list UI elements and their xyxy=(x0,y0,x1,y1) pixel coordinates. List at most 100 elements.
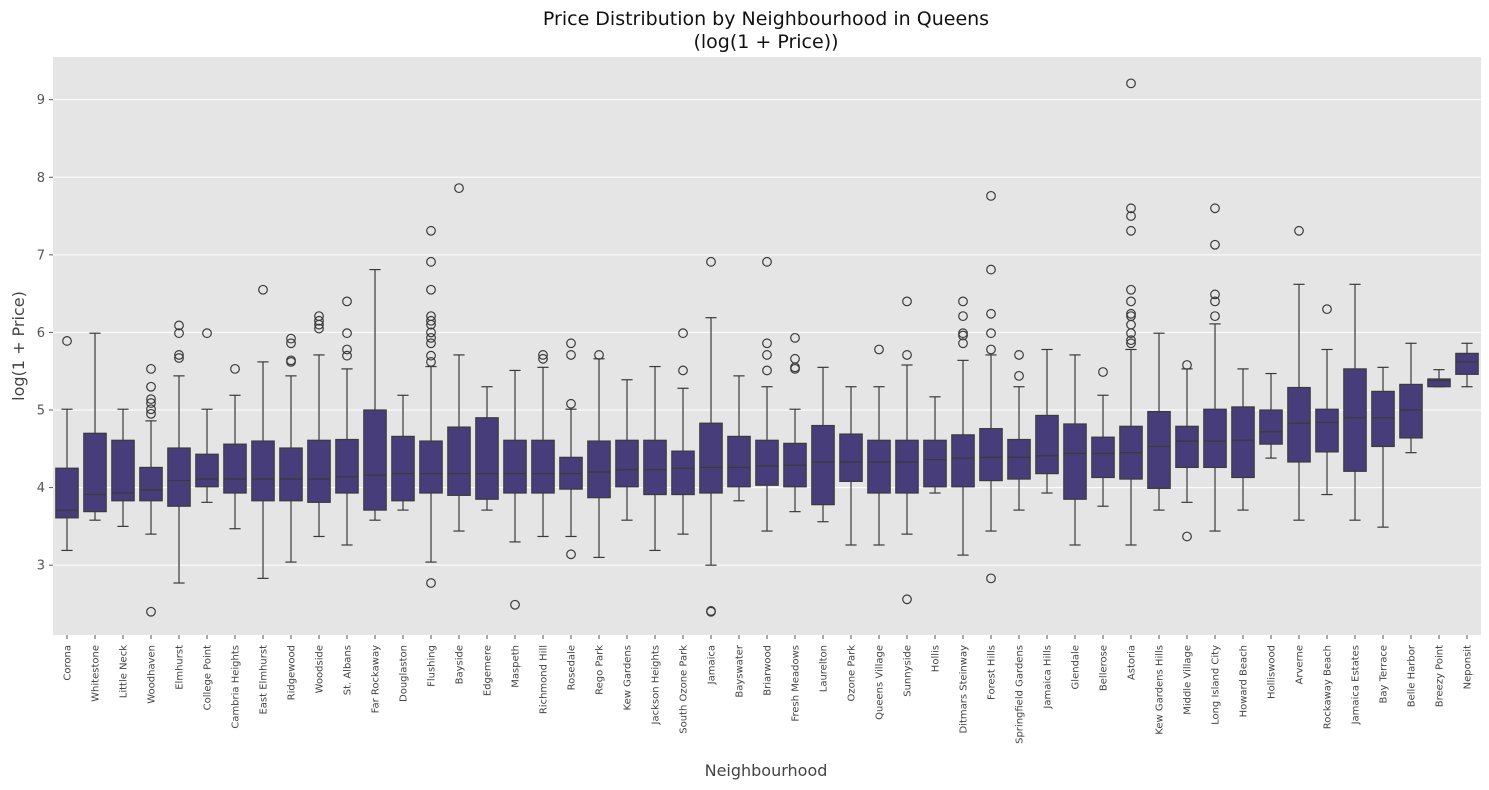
outlier-point xyxy=(146,394,156,405)
outlier-point xyxy=(258,284,268,295)
outlier-point xyxy=(1182,360,1192,370)
outlier-point xyxy=(594,350,604,360)
outlier-point xyxy=(1126,284,1136,295)
iqr-box xyxy=(979,428,1003,482)
outlier-point xyxy=(174,353,184,363)
iqr-box xyxy=(587,440,611,499)
iqr-box xyxy=(447,426,471,496)
outlier-point xyxy=(174,320,184,331)
outlier-point xyxy=(678,328,688,339)
x-tick-label: Woodside xyxy=(315,645,326,693)
y-tick-label: 3 xyxy=(37,559,45,574)
x-tick-label: Arverne xyxy=(1295,645,1306,684)
box-maspeth xyxy=(503,369,527,610)
chart-subtitle: (log(1 + Price)) xyxy=(693,31,838,53)
outlier-point xyxy=(426,357,436,367)
outlier-point xyxy=(706,606,716,616)
x-tick-label: Glendale xyxy=(1071,645,1082,689)
iqr-box xyxy=(1091,436,1115,479)
outlier-point xyxy=(454,183,464,194)
box-flushing xyxy=(419,225,443,588)
iqr-box xyxy=(951,434,975,488)
plot-area xyxy=(53,57,1481,635)
outlier-point xyxy=(1126,203,1136,214)
box-cambria-heights xyxy=(223,363,247,530)
outlier-point xyxy=(790,332,800,343)
outlier-point xyxy=(1126,308,1136,319)
x-tick-label: Ditmars Steinway xyxy=(959,645,970,734)
x-tick-label: Jamaica Hills xyxy=(1043,645,1054,710)
x-tick-label: Richmond Hill xyxy=(539,645,550,714)
box-breezy-point xyxy=(1427,369,1451,388)
iqr-box xyxy=(1203,408,1227,469)
box-ditmars-steinway xyxy=(951,296,975,556)
box-bay-terrace xyxy=(1371,366,1395,528)
y-tick-label: 7 xyxy=(37,248,45,263)
box-jamaica-estates xyxy=(1343,283,1367,521)
outlier-point xyxy=(202,328,212,339)
x-axis-ticks: Corona Whitestone Little Neck Woodhaven Elmh… xyxy=(63,635,1474,744)
outlier-point xyxy=(566,398,576,409)
outlier-point xyxy=(146,398,156,408)
x-tick-label: Douglaston xyxy=(399,645,410,702)
outlier-point xyxy=(314,315,324,326)
outlier-point xyxy=(314,311,324,322)
outlier-point xyxy=(1210,311,1220,322)
box-astoria xyxy=(1119,78,1143,546)
x-tick-label: Woodhaven xyxy=(147,645,158,704)
outlier-point xyxy=(986,573,996,584)
box-woodside xyxy=(307,311,331,538)
outlier-point xyxy=(566,350,576,360)
x-tick-label: Maspeth xyxy=(511,645,522,688)
x-tick-label: Jamaica xyxy=(707,645,718,685)
x-tick-label: Holliswood xyxy=(1267,645,1278,699)
box-glendale xyxy=(1063,354,1087,546)
outlier-point xyxy=(902,296,912,307)
x-tick-label: Jackson Heights xyxy=(651,645,662,725)
iqr-box xyxy=(503,439,527,494)
outlier-point xyxy=(986,264,996,275)
outlier-point xyxy=(566,338,576,349)
outlier-point xyxy=(510,599,520,610)
box-whitestone xyxy=(83,332,107,521)
box-woodhaven xyxy=(139,363,163,617)
iqr-box xyxy=(811,424,835,506)
y-axis-ticks: 3 4 5 6 7 8 9 xyxy=(37,93,53,574)
iqr-box xyxy=(391,435,415,502)
iqr-box xyxy=(1455,352,1479,375)
box-corona xyxy=(55,336,79,552)
chart-title: Price Distribution by Neighbourhood in Q… xyxy=(543,8,989,30)
x-tick-label: Middle Village xyxy=(1183,645,1194,715)
outlier-point xyxy=(538,350,548,360)
outlier-point xyxy=(986,328,996,339)
outlier-point xyxy=(958,311,968,322)
x-tick-label: Bay Terrace xyxy=(1379,645,1390,703)
box-belle-harbor xyxy=(1399,342,1423,454)
outlier-point xyxy=(146,381,156,392)
outlier-point xyxy=(426,311,436,322)
outlier-point xyxy=(426,332,436,343)
box-layer xyxy=(55,78,1479,617)
box-little-neck xyxy=(111,408,135,527)
box-rego-park xyxy=(587,350,611,559)
outlier-point xyxy=(1210,296,1220,307)
y-tick-label: 5 xyxy=(37,404,45,419)
box-howard-beach xyxy=(1231,368,1255,511)
box-kew-gardens-hills xyxy=(1147,332,1171,511)
x-tick-label: Rockaway Beach xyxy=(1323,645,1334,729)
iqr-box xyxy=(335,438,359,494)
x-tick-label: Bayside xyxy=(455,645,466,684)
box-bayside xyxy=(447,183,471,532)
x-tick-label: Kew Gardens Hills xyxy=(1155,645,1166,735)
outlier-point xyxy=(1322,304,1332,315)
iqr-box xyxy=(223,443,247,494)
outlier-point xyxy=(426,578,436,588)
iqr-box xyxy=(1427,378,1451,388)
x-tick-label: Rego Park xyxy=(595,645,606,695)
iqr-box xyxy=(1343,368,1367,472)
outlier-point xyxy=(1098,367,1108,377)
x-tick-label: Hollis xyxy=(931,645,942,672)
y-tick-label: 9 xyxy=(37,93,45,108)
box-richmond-hill xyxy=(531,350,555,538)
